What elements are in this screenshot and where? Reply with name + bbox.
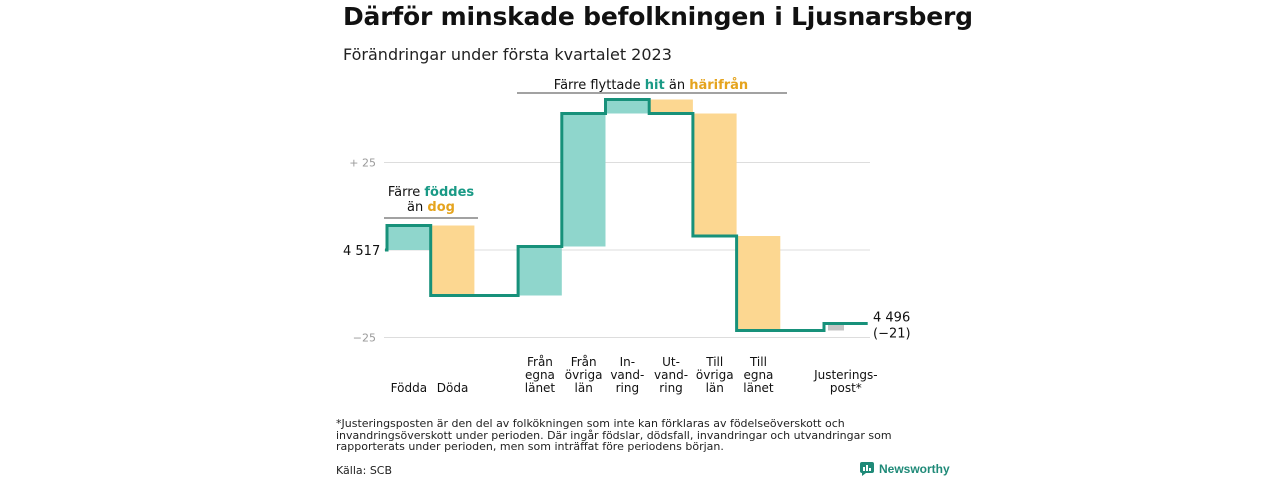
category-label: ring (616, 381, 640, 395)
category-label: vand- (654, 368, 688, 382)
source: Källa: SCB (336, 464, 393, 477)
bar (430, 225, 475, 296)
annotation-segment: hit (645, 78, 665, 93)
category-label: In- (620, 355, 635, 369)
migration-annotation: Färre flyttade hit än härifrån (554, 78, 748, 93)
end-value-label: 4 496 (873, 311, 910, 326)
brand-logo: Newsworthy (860, 462, 950, 476)
category-label: Från (527, 355, 553, 369)
category-label: övriga (696, 368, 734, 382)
population-line (385, 98, 868, 332)
annotation-segment: Färre (388, 185, 425, 200)
annotation-segment: härifrån (689, 78, 748, 93)
chart-title: Därför minskade befolkningen i Ljusnarsb… (343, 2, 973, 31)
births-deaths-annotation: än dog (407, 200, 455, 215)
start-value-label: 4 517 (343, 244, 380, 259)
category-label: Från (571, 355, 597, 369)
category-label: övriga (565, 368, 603, 382)
bar (828, 323, 844, 331)
brand-name: Newsworthy (879, 462, 950, 476)
category-label: egna (743, 368, 773, 382)
category-label: län (706, 381, 724, 395)
annotation-segment: än (407, 200, 427, 215)
y-tick-label: −25 (353, 332, 376, 345)
bar (649, 99, 693, 114)
annotation-segment: Färre flyttade (554, 78, 645, 93)
y-tick-label: + 25 (349, 157, 376, 170)
bar (561, 113, 606, 247)
category-label: Födda (391, 381, 427, 395)
category-label: länet (743, 381, 774, 395)
category-label: Till (705, 355, 723, 369)
category-label: Ut- (662, 355, 680, 369)
category-label: vand- (610, 368, 644, 382)
annotation-segment: än (665, 78, 689, 93)
bar (692, 113, 737, 236)
chart-subtitle: Förändringar under första kvartalet 2023 (343, 45, 672, 64)
bar (518, 246, 562, 296)
category-label: Till (749, 355, 767, 369)
bar (736, 236, 781, 331)
bar-chart-speech-icon (860, 462, 874, 476)
category-label: ring (659, 381, 683, 395)
annotation-segment: föddes (424, 185, 474, 200)
footnote: *Justeringsposten är den del av folkökni… (336, 417, 892, 453)
category-label: egna (525, 368, 555, 382)
category-label: län (575, 381, 593, 395)
annotation-segment: dog (427, 200, 455, 215)
births-deaths-annotation: Färre föddes (388, 185, 475, 200)
category-label: Döda (437, 381, 469, 395)
bar (387, 225, 431, 250)
end-change-label: (−21) (873, 327, 911, 342)
category-label: länet (525, 381, 556, 395)
category-label: post* (830, 381, 862, 395)
category-label: Justerings- (813, 368, 878, 382)
bar (605, 99, 650, 114)
